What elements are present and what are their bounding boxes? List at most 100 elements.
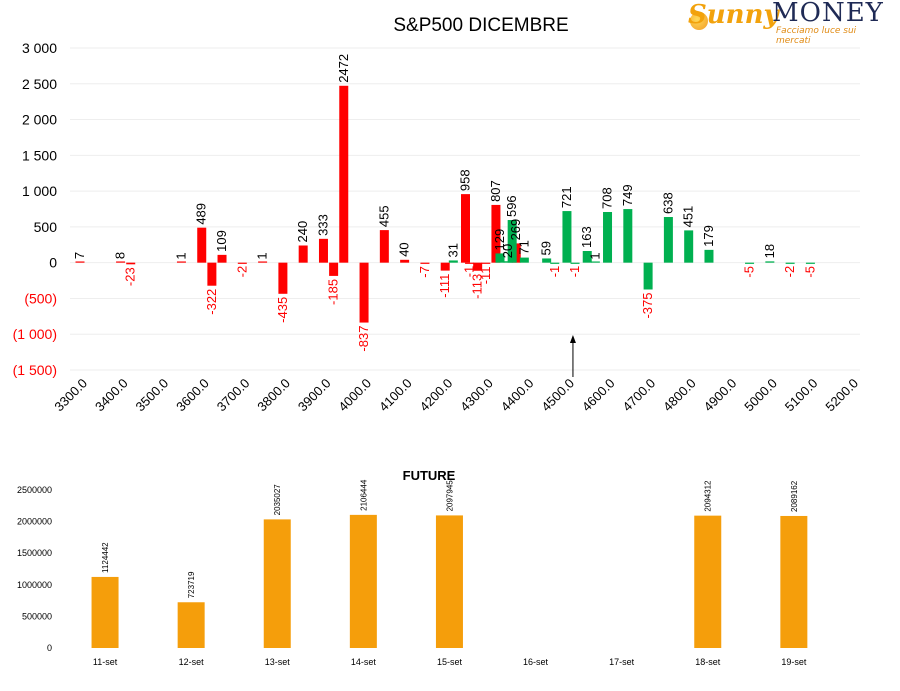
bar: [481, 262, 491, 264]
x-tick-label: 11-set: [93, 657, 118, 667]
y-tick-label: 2 500: [22, 76, 57, 92]
data-label: 451: [681, 206, 696, 228]
data-label: -375: [640, 293, 655, 319]
future-chart-x-axis: 11-set 12-set 13-set 14-set 15-set 16-set 17-s…: [93, 657, 807, 667]
logo-word-money: MONEY: [772, 0, 884, 28]
data-label: 2035027: [273, 484, 282, 516]
x-tick-label: 3500.0: [133, 376, 172, 415]
x-tick-label: 18-set: [695, 657, 721, 667]
bar: [590, 261, 600, 263]
y-tick-label: (1 000): [13, 326, 57, 342]
bar: [435, 515, 463, 648]
bar: [176, 261, 186, 263]
y-tick-label: 2000000: [17, 517, 52, 527]
x-tick-label: 3800.0: [254, 376, 293, 415]
bar: [603, 212, 613, 263]
data-label: 596: [504, 195, 519, 217]
y-tick-label: 2500000: [17, 485, 52, 495]
bar: [237, 262, 247, 264]
y-tick-label: 500: [34, 219, 58, 235]
data-label: 2106444: [359, 479, 368, 511]
bar: [495, 253, 505, 263]
x-tick-label: 4000.0: [335, 376, 374, 415]
x-tick-label: 14-set: [351, 657, 377, 667]
bar: [550, 262, 560, 264]
bar: [400, 259, 410, 263]
bar: [507, 220, 517, 263]
data-label: -23: [123, 267, 138, 286]
data-label: 489: [194, 203, 209, 225]
x-tick-label: 4400.0: [498, 376, 537, 415]
bar: [745, 262, 755, 264]
x-tick-label: 4100.0: [376, 376, 415, 415]
data-label: -5: [802, 266, 817, 278]
data-label: -322: [204, 289, 219, 315]
x-tick-label: 4200.0: [417, 376, 456, 415]
data-label: 240: [295, 221, 310, 243]
bar: [359, 262, 369, 323]
y-tick-label: 0: [47, 643, 52, 653]
y-tick-label: 2 000: [22, 112, 57, 128]
bar: [116, 261, 126, 263]
x-tick-label: 3900.0: [295, 376, 334, 415]
main-chart-y-axis: 3 000 2 500 2 000 1 500 1 000 500 0 (500) (1 000…: [13, 40, 58, 378]
bar: [785, 262, 795, 264]
y-tick-label: 0: [49, 255, 57, 271]
data-label: 1: [587, 252, 602, 259]
data-label: 31: [445, 243, 460, 257]
x-tick-label: 4900.0: [701, 376, 740, 415]
data-label: 723719: [187, 571, 196, 598]
data-label: 1: [173, 252, 188, 259]
y-tick-label: 1 500: [22, 147, 57, 163]
x-tick-label: 19-set: [781, 657, 807, 667]
data-label: -113: [470, 274, 485, 299]
bar: [448, 260, 458, 263]
future-volume-chart: FUTURE 0 500000 1000000 1500000 2000000 25000…: [17, 468, 808, 667]
data-label: -2: [782, 266, 797, 278]
x-tick-label: 17-set: [609, 657, 635, 667]
bar: [461, 194, 470, 263]
x-tick-label: 4700.0: [620, 376, 659, 415]
future-chart-title: FUTURE: [403, 468, 456, 483]
data-label: 807: [488, 180, 503, 202]
bar: [623, 209, 633, 263]
data-label: -7: [417, 266, 432, 278]
bar: [684, 230, 694, 263]
x-tick-label: 4300.0: [457, 376, 496, 415]
data-label: -185: [326, 279, 341, 305]
main-chart-bars: [75, 85, 815, 323]
main-chart-x-axis: 3300.0 3400.0 3500.0 3600.0 3700.0 3800.0 3900…: [51, 376, 861, 415]
bar: [780, 515, 808, 648]
data-label: -2: [234, 266, 249, 278]
data-label: 7: [72, 252, 87, 259]
data-label: 749: [620, 184, 635, 206]
bar: [126, 262, 136, 265]
data-label: 2094312: [704, 480, 713, 512]
data-label: 269: [508, 219, 523, 241]
bar: [318, 238, 328, 263]
x-tick-label: 3600.0: [173, 376, 212, 415]
x-tick-label: 4600.0: [579, 376, 618, 415]
bar: [542, 258, 552, 263]
data-label: -111: [437, 274, 452, 298]
y-tick-label: (1 500): [13, 362, 57, 378]
bar: [570, 262, 580, 264]
data-label: 109: [214, 230, 229, 252]
data-label: 129: [492, 229, 507, 251]
data-label: 59: [539, 241, 554, 255]
future-chart-data-labels: 1124442 723719 2035027 2106444 2097945 209431…: [101, 479, 799, 598]
bar: [263, 519, 291, 648]
x-tick-label: 4500.0: [538, 376, 577, 415]
data-label: 721: [559, 186, 574, 208]
arrow-head: [569, 335, 576, 343]
data-label: 2097945: [445, 480, 454, 512]
bar: [329, 262, 339, 276]
bar: [582, 251, 592, 263]
bar: [643, 262, 653, 290]
x-tick-label: 13-set: [265, 657, 291, 667]
x-tick-label: 4800.0: [660, 376, 699, 415]
sp500-options-chart: S&P500 DICEMBRE 3 000 2 500 2 000 1 500 1 00…: [13, 15, 861, 415]
y-tick-label: 500000: [22, 611, 52, 621]
x-tick-label: 15-set: [437, 657, 463, 667]
future-chart-y-axis: 0 500000 1000000 1500000 2000000 2500000: [17, 485, 52, 653]
